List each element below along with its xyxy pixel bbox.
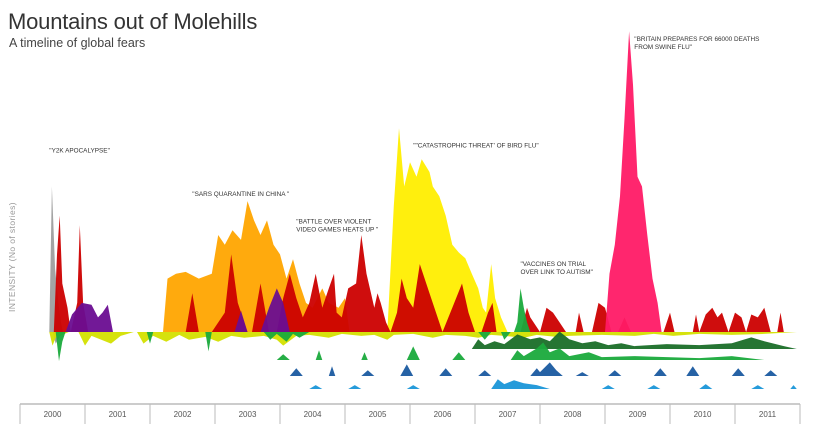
x-tick-label: 2008 — [564, 410, 582, 419]
x-tick-label: 2000 — [44, 410, 62, 419]
annotation-label: "BATTLE OVER VIOLENT — [296, 218, 371, 225]
x-tick-label: 2007 — [499, 410, 517, 419]
series-y2k — [49, 186, 63, 332]
series-violent-video-games — [53, 215, 784, 332]
annotation-label: "VACCINES ON TRIAL — [521, 261, 587, 268]
annotation-label: "SARS QUARANTINE IN CHINA " — [192, 191, 289, 198]
x-tick-label: 2005 — [369, 410, 387, 419]
annotation-label: VIDEO GAMES HEATS UP " — [296, 226, 378, 233]
chart-subtitle: A timeline of global fears — [9, 36, 146, 50]
series-swine-flu — [605, 31, 662, 333]
series-sars — [163, 201, 350, 332]
annotation-label: "BRITAIN PREPARES FOR 66000 DEATHS — [634, 36, 759, 43]
annotation-label: FROM SWINE FLU" — [634, 44, 692, 51]
series-green-lower — [276, 342, 765, 360]
x-tick-label: 2001 — [109, 410, 127, 419]
annotation-label: OVER LINK TO AUTISM" — [521, 269, 593, 276]
x-tick-label: 2003 — [239, 410, 257, 419]
x-tick-label: 2010 — [694, 410, 712, 419]
annotation-label: ""CATASTROPHIC THREAT' OF BIRD FLU" — [413, 143, 538, 150]
x-tick-label: 2004 — [304, 410, 322, 419]
series-blue — [289, 362, 778, 376]
series-autism-vaccine — [514, 288, 531, 332]
x-tick-label: 2009 — [629, 410, 647, 419]
series-green — [55, 332, 511, 362]
series-light-blue — [309, 379, 797, 389]
annotation-label: "Y2K APOCALYPSE" — [49, 148, 110, 155]
chart-title: Mountains out of Molehills — [8, 9, 258, 34]
x-tick-label: 2006 — [434, 410, 452, 419]
series-purple — [65, 288, 290, 332]
series-dark-green-band — [471, 331, 797, 349]
x-tick-label: 2011 — [759, 410, 777, 419]
x-tick-label: 2002 — [174, 410, 192, 419]
series-yellow-green — [49, 332, 797, 346]
